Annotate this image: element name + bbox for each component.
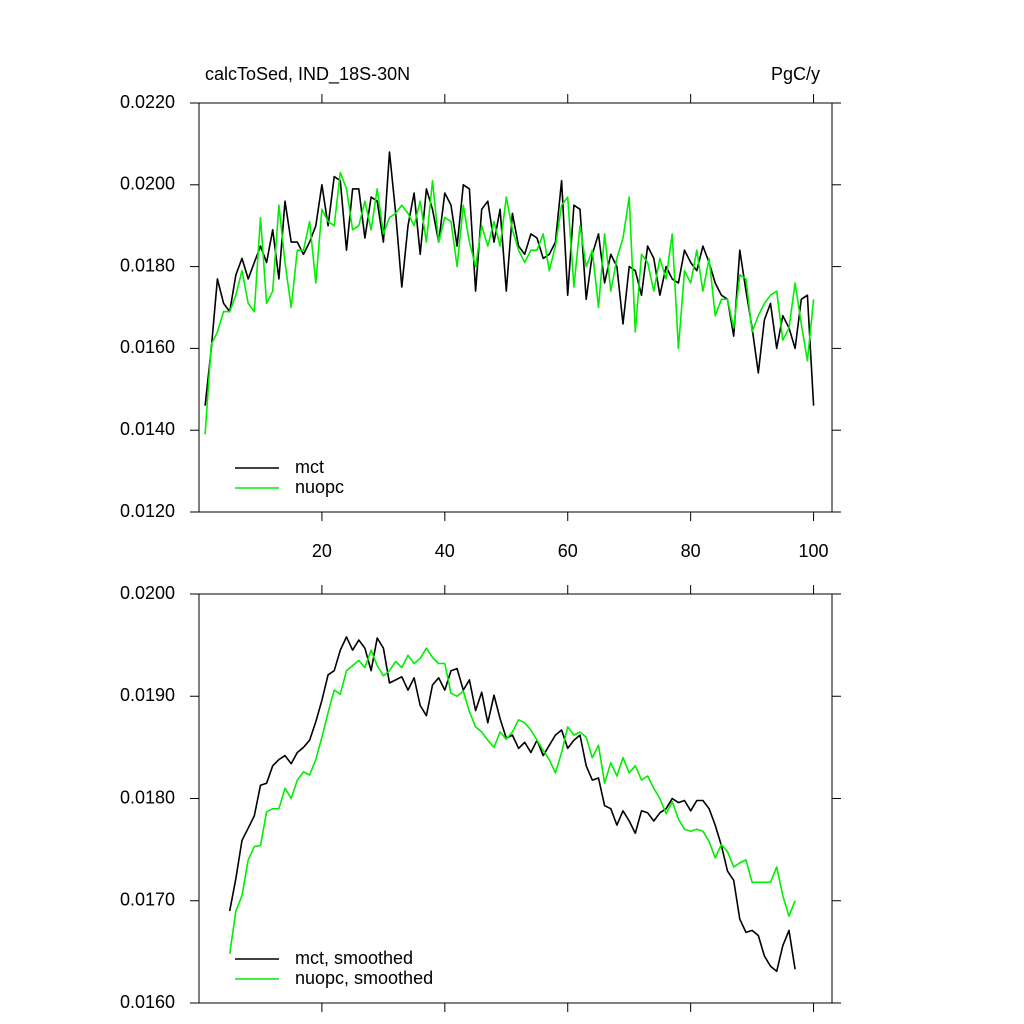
x-tick-label: 40 — [435, 541, 455, 561]
y-tick-label: 0.0160 — [120, 992, 175, 1012]
y-tick-label: 0.0200 — [120, 583, 175, 603]
x-tick-label: 80 — [681, 541, 701, 561]
series-line — [228, 647, 796, 955]
units-label: PgC/y — [771, 64, 820, 84]
y-tick-label: 0.0170 — [120, 890, 175, 910]
y-tick-label: 0.0120 — [120, 501, 175, 521]
legend-label: nuopc, smoothed — [295, 968, 433, 988]
y-tick-label: 0.0200 — [120, 174, 175, 194]
chart-title: calcToSed, IND_18S-30N — [205, 64, 410, 85]
series-line — [228, 636, 796, 973]
x-tick-label: 60 — [558, 541, 578, 561]
series-line — [204, 151, 815, 406]
legend-label: mct — [295, 457, 324, 477]
x-tick-label: 100 — [799, 541, 829, 561]
x-tick-label: 20 — [312, 541, 332, 561]
y-tick-label: 0.0180 — [120, 787, 175, 807]
y-tick-label: 0.0220 — [120, 92, 175, 112]
legend-label: mct, smoothed — [295, 948, 413, 968]
y-tick-label: 0.0180 — [120, 255, 175, 275]
y-tick-label: 0.0190 — [120, 685, 175, 705]
y-tick-label: 0.0140 — [120, 419, 175, 439]
plot-frame — [198, 593, 833, 1004]
plot-frame — [198, 102, 833, 513]
series-line — [204, 171, 815, 435]
y-tick-label: 0.0160 — [120, 337, 175, 357]
legend-label: nuopc — [295, 477, 344, 497]
